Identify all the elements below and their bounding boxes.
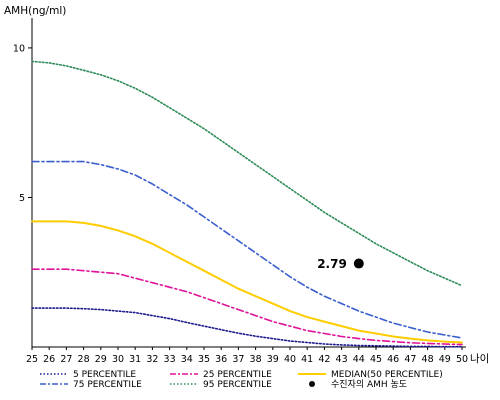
x-axis-label: 나이 — [470, 353, 489, 365]
x-tick-label: 26 — [43, 354, 55, 365]
x-tick-label: 30 — [112, 354, 124, 365]
legend-item: 25 PERCENTILE — [170, 370, 272, 380]
plot-area: AMH(ng/ml) 나이 5 10 25 26 27 28 29 30 31 32 33 34 35… — [4, 5, 489, 365]
x-tick-label: 32 — [146, 354, 158, 365]
x-tick-label: 41 — [301, 354, 313, 365]
series-group — [31, 60, 463, 348]
x-tick-label: 49 — [439, 354, 451, 365]
x-tick-label: 28 — [78, 354, 90, 365]
legend-label: 95 PERCENTILE — [203, 380, 272, 390]
legend-item: MEDIAN(50 PERCENTILE) — [298, 370, 443, 380]
x-tick-label: 47 — [404, 354, 416, 365]
x-tick-label: 40 — [284, 354, 296, 365]
x-tick-label: 44 — [353, 354, 365, 365]
legend-label: 75 PERCENTILE — [73, 380, 142, 390]
x-tick-label: 37 — [232, 354, 244, 365]
patient-point-group: 2.79 — [317, 257, 364, 271]
series-line-2 — [31, 220, 463, 344]
x-tick-label: 35 — [198, 354, 210, 365]
x-tick-label: 45 — [370, 354, 382, 365]
y-tick-label: 10 — [13, 43, 25, 54]
legend: 5 PERCENTILE 25 PERCENTILE MEDIAN(50 PERCE… — [40, 370, 443, 390]
x-tick-label: 50 — [456, 354, 468, 365]
x-tick-label: 34 — [181, 354, 193, 365]
legend-item: 5 PERCENTILE — [40, 370, 136, 380]
x-tick-label: 43 — [336, 354, 348, 365]
patient-amh-point — [353, 258, 364, 269]
patient-amh-value-label: 2.79 — [317, 257, 347, 271]
series-line-4 — [31, 307, 463, 348]
x-tick-label: 31 — [129, 354, 141, 365]
legend-marker — [309, 381, 315, 387]
legend-item: 75 PERCENTILE — [40, 380, 142, 390]
x-ticks: 25 26 27 28 29 30 31 32 33 34 35 36 37 38 39 40 41 42 43 44… — [26, 347, 468, 365]
legend-item: 95 PERCENTILE — [170, 380, 272, 390]
series-line-0 — [31, 60, 463, 287]
y-tick-label: 5 — [19, 193, 25, 204]
x-tick-label: 27 — [60, 354, 72, 365]
legend-item: 수진자의 AMH 농도 — [309, 379, 407, 390]
x-tick-label: 36 — [215, 354, 227, 365]
x-tick-label: 39 — [267, 354, 279, 365]
x-tick-label: 25 — [26, 354, 38, 365]
y-axis-label: AMH(ng/ml) — [4, 5, 66, 17]
series-line-3 — [31, 268, 463, 346]
series-line-1 — [31, 160, 463, 339]
y-ticks: 5 10 — [13, 43, 32, 204]
x-tick-label: 29 — [95, 354, 107, 365]
x-tick-label: 33 — [164, 354, 176, 365]
legend-label: MEDIAN(50 PERCENTILE) — [331, 370, 443, 380]
x-tick-label: 48 — [422, 354, 434, 365]
x-tick-label: 42 — [318, 354, 330, 365]
legend-label: 25 PERCENTILE — [203, 370, 272, 380]
legend-label: 5 PERCENTILE — [73, 370, 136, 380]
x-tick-label: 46 — [387, 354, 399, 365]
x-tick-label: 38 — [250, 354, 262, 365]
legend-label: 수진자의 AMH 농도 — [331, 379, 407, 390]
